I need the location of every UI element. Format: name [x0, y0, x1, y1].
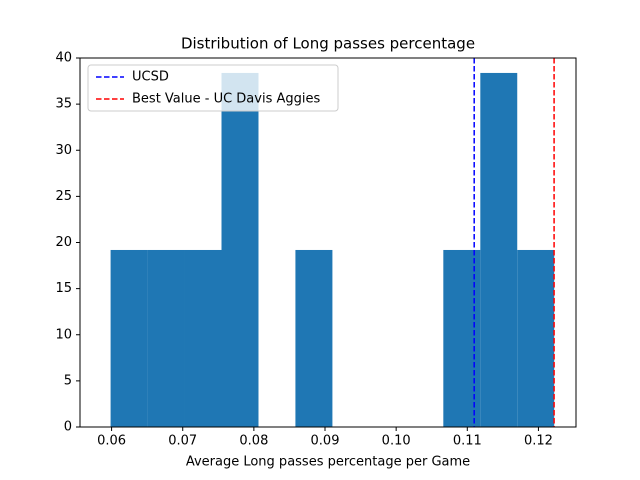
bar [110, 249, 148, 427]
x-tick-label: 0.08 [239, 434, 268, 449]
y-tick-label: 5 [64, 373, 72, 388]
x-tick-label: 0.09 [311, 434, 340, 449]
y-tick-label: 20 [55, 235, 72, 250]
y-tick-label: 40 [55, 51, 72, 66]
bar [147, 249, 185, 427]
y-tick-label: 30 [55, 143, 72, 158]
legend-label: Best Value - UC Davis Aggies [132, 92, 320, 107]
bar [184, 249, 222, 427]
y-tick-label: 0 [64, 420, 72, 435]
bar [517, 249, 555, 427]
y-tick-label: 35 [55, 97, 72, 112]
bar [480, 72, 518, 427]
x-tick-label: 0.12 [524, 434, 553, 449]
legend: UCSD Best Value - UC Davis Aggies [87, 64, 339, 112]
y-tick-label: 25 [55, 189, 72, 204]
bar [221, 72, 259, 427]
legend-label: UCSD [132, 70, 169, 85]
x-axis-label: Average Long passes percentage per Game [186, 455, 470, 470]
legend-box [87, 64, 339, 112]
chart-title: Distribution of Long passes percentage [181, 35, 475, 53]
x-tick-label: 0.11 [453, 434, 482, 449]
y-tick-label: 15 [55, 281, 72, 296]
x-tick-label: 0.06 [97, 434, 126, 449]
x-tick-label: 0.07 [168, 434, 197, 449]
y-tick-label: 10 [55, 327, 72, 342]
bar [295, 249, 333, 427]
x-tick-label: 0.10 [382, 434, 411, 449]
